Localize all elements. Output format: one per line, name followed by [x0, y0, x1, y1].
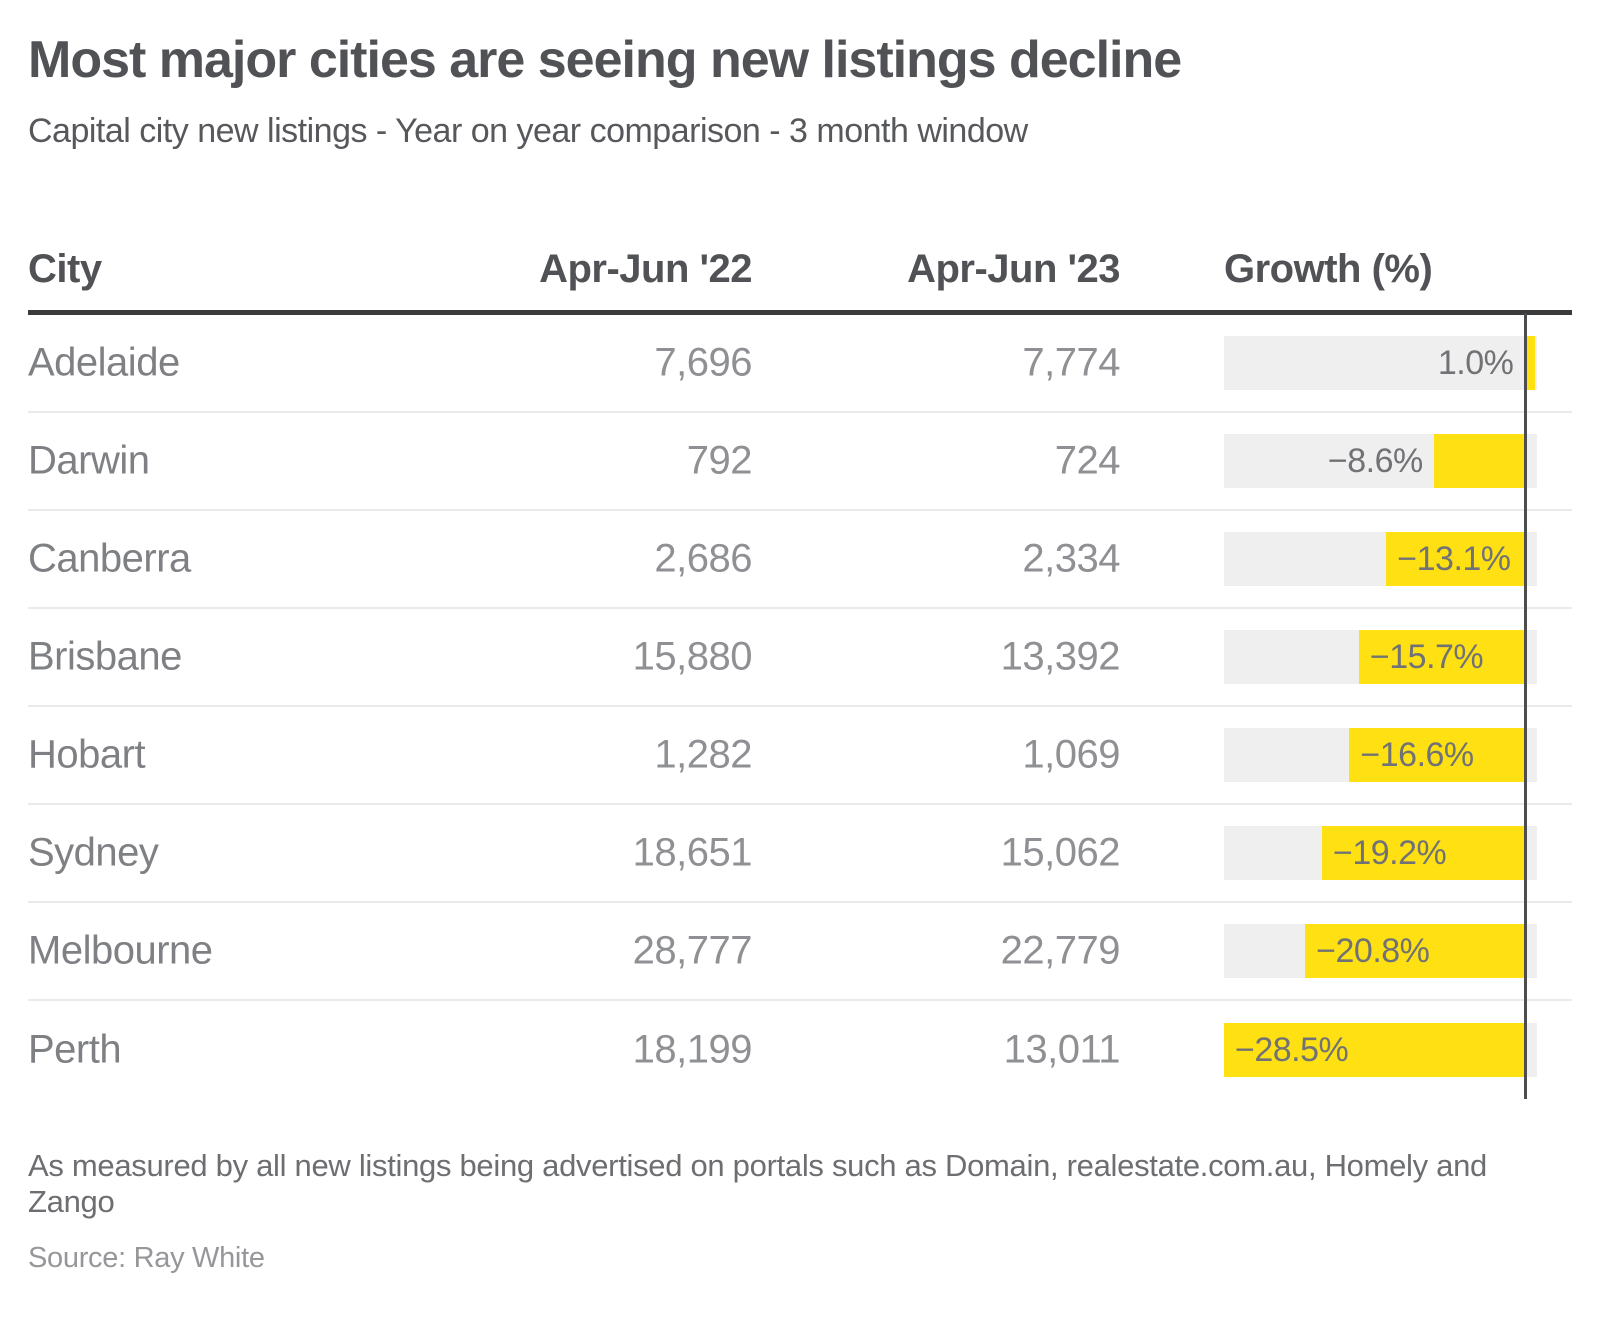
column-header-apr-jun-22: Apr-Jun '22 [539, 247, 752, 291]
value-2022: 28,777 [632, 928, 753, 973]
value-2023: 2,334 [1022, 536, 1120, 581]
growth-bar [1322, 826, 1525, 880]
growth-label: −20.8% [1316, 932, 1430, 970]
growth-bar [1386, 532, 1525, 586]
table-row: Brisbane 15,880 13,392 −15.7% [28, 609, 1572, 707]
growth-label: −8.6% [1327, 442, 1423, 480]
value-2022: 18,651 [632, 830, 753, 875]
growth-label: −13.1% [1397, 540, 1511, 578]
value-2022: 18,199 [632, 1027, 753, 1072]
growth-bar [1524, 336, 1535, 390]
value-2022: 2,686 [654, 536, 752, 581]
column-header-growth: Growth (%) [1224, 247, 1433, 291]
growth-bar-track: −8.6% [1224, 434, 1537, 488]
value-2023: 7,774 [1022, 340, 1120, 385]
column-header-city: City [28, 247, 102, 291]
table-row: Adelaide 7,696 7,774 1.0% [28, 315, 1572, 413]
growth-label: −28.5% [1235, 1031, 1349, 1069]
city-name: Brisbane [28, 634, 182, 679]
growth-bar-track: −16.6% [1224, 728, 1537, 782]
growth-bar-track: 1.0% [1224, 336, 1537, 390]
growth-bar-track: −19.2% [1224, 826, 1537, 880]
table-row: Melbourne 28,777 22,779 −20.8% [28, 903, 1572, 1001]
city-name: Melbourne [28, 928, 213, 973]
table-row: Canberra 2,686 2,334 −13.1% [28, 511, 1572, 609]
city-name: Canberra [28, 536, 191, 581]
city-name: Perth [28, 1027, 122, 1072]
growth-bar [1358, 630, 1525, 684]
growth-bar [1433, 434, 1525, 488]
page-title: Most major cities are seeing new listing… [28, 31, 1182, 89]
footnote: As measured by all new listings being ad… [28, 1148, 1487, 1219]
value-2023: 13,392 [1000, 634, 1121, 679]
growth-label: −16.6% [1360, 736, 1474, 774]
value-2022: 792 [686, 438, 753, 483]
table-row: Sydney 18,651 15,062 −19.2% [28, 805, 1572, 903]
growth-bar-track: −20.8% [1224, 924, 1537, 978]
column-header-apr-jun-23: Apr-Jun '23 [907, 247, 1120, 291]
table-header: City Apr-Jun '22 Apr-Jun '23 Growth (%) [28, 228, 1572, 315]
table-row: Darwin 792 724 −8.6% [28, 413, 1572, 511]
city-name: Darwin [28, 438, 150, 483]
value-2023: 1,069 [1022, 732, 1120, 777]
zero-axis-line [1524, 313, 1527, 1099]
table-body: Adelaide 7,696 7,774 1.0% Darwin 792 724… [28, 315, 1572, 1099]
value-2023: 13,011 [1003, 1027, 1121, 1072]
growth-bar [1349, 728, 1525, 782]
growth-bar-track: −13.1% [1224, 532, 1537, 586]
growth-bar [1305, 924, 1525, 978]
table-row: Hobart 1,282 1,069 −16.6% [28, 707, 1572, 805]
growth-label: −15.7% [1369, 638, 1484, 676]
growth-label: 1.0% [1437, 344, 1514, 382]
growth-bar [1224, 1023, 1525, 1077]
city-name: Adelaide [28, 340, 180, 385]
page-subtitle: Capital city new listings - Year on year… [28, 112, 1028, 150]
value-2022: 1,282 [654, 732, 752, 777]
value-2023: 22,779 [1000, 928, 1121, 973]
growth-bar-track: −28.5% [1224, 1023, 1537, 1077]
value-2022: 7,696 [654, 340, 752, 385]
value-2023: 15,062 [1000, 830, 1121, 875]
growth-bar-track: −15.7% [1224, 630, 1537, 684]
city-name: Hobart [28, 732, 146, 777]
value-2022: 15,880 [632, 634, 753, 679]
source-credit: Source: Ray White [28, 1242, 265, 1274]
city-name: Sydney [28, 830, 159, 875]
value-2023: 724 [1054, 438, 1121, 483]
table-row: Perth 18,199 13,011 −28.5% [28, 1001, 1572, 1099]
growth-label: −19.2% [1333, 834, 1447, 872]
